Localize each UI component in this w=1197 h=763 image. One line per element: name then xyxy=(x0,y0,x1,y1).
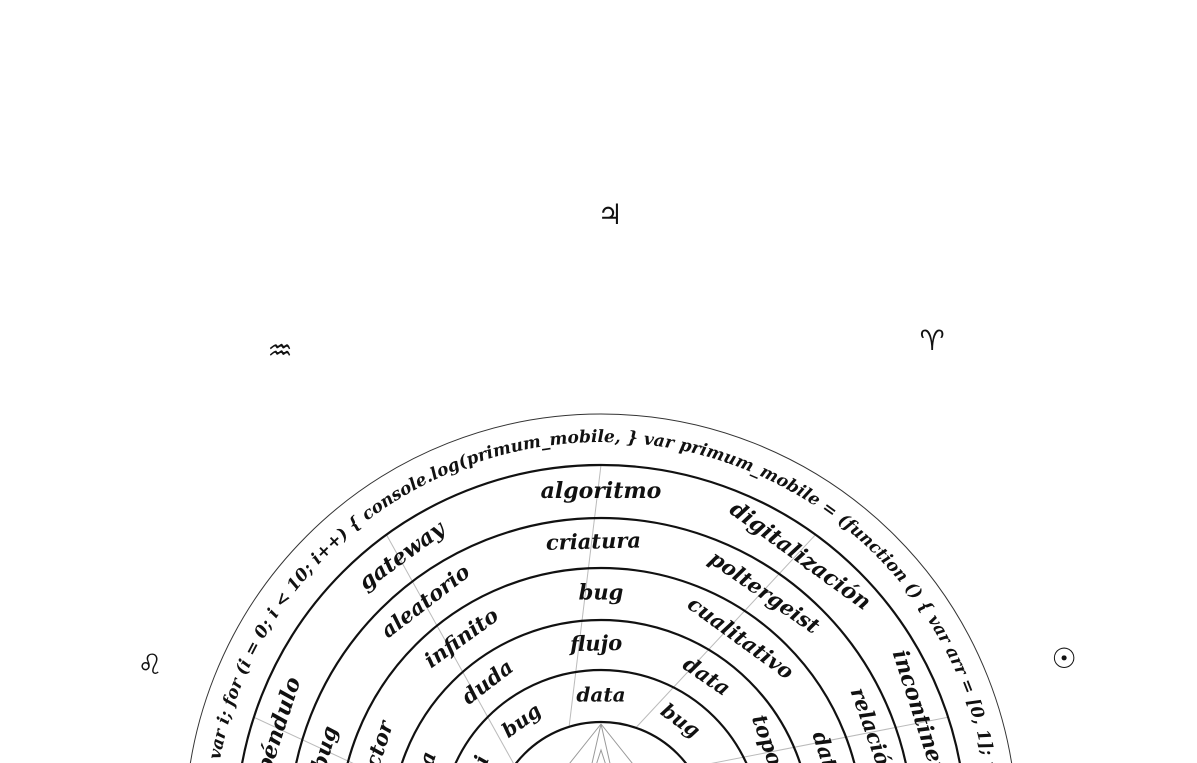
ring-4-word-0: zombi xyxy=(450,752,494,763)
aries-symbol: ♈ xyxy=(919,324,944,357)
ring-1-word-0: bug xyxy=(306,723,343,763)
ring-1-word-2: criatura xyxy=(546,527,642,554)
inner-pentagram xyxy=(596,748,606,763)
ring-1-word-4: relación xyxy=(846,684,902,763)
ring-4-word-1: bug xyxy=(497,698,546,742)
ring-circle-5 xyxy=(454,668,748,763)
ring-circle-3 xyxy=(346,566,856,763)
ring-0-word-3: digitalización xyxy=(725,496,876,616)
ring-0-word-2: algoritmo xyxy=(541,478,662,504)
ring-0-word-0: péndulo xyxy=(251,674,307,763)
ring-circle-4 xyxy=(400,618,802,763)
ring-circle-2 xyxy=(295,516,907,763)
ring-3-word-4: topología xyxy=(747,711,808,763)
spoke-line-1 xyxy=(635,534,816,729)
ring-circle-1 xyxy=(241,464,961,763)
ring-3-word-2: flujo xyxy=(568,630,623,656)
ring-circle-0 xyxy=(190,413,1012,763)
leo-symbol: ♌ xyxy=(137,648,162,681)
spoke-line-4 xyxy=(253,716,354,763)
ring-4-word-2: data xyxy=(576,683,625,707)
jupiter-symbol: ♃ xyxy=(597,198,622,231)
spoke-line-2 xyxy=(568,464,602,727)
ring-2-word-0: vector xyxy=(352,716,399,763)
spoke-lines xyxy=(253,464,949,763)
ring-circle-6 xyxy=(514,720,688,763)
ring-3-word-1: duda xyxy=(456,654,517,709)
ring-2-word-4: data xyxy=(807,728,847,763)
concentric-rings xyxy=(190,413,1012,763)
spoke-line-0 xyxy=(711,716,949,763)
outer-symbols: ♌ ♒ ♃ ♈ ☉ xyxy=(137,198,1076,681)
spoke-line-3 xyxy=(386,534,514,763)
ring-4-word-3: bug xyxy=(656,698,705,742)
ring-3-word-3: data xyxy=(679,651,736,701)
sun-symbol: ☉ xyxy=(1051,642,1076,675)
ring-2-word-2: bug xyxy=(579,580,624,605)
aquarius-symbol: ♒ xyxy=(267,334,292,367)
